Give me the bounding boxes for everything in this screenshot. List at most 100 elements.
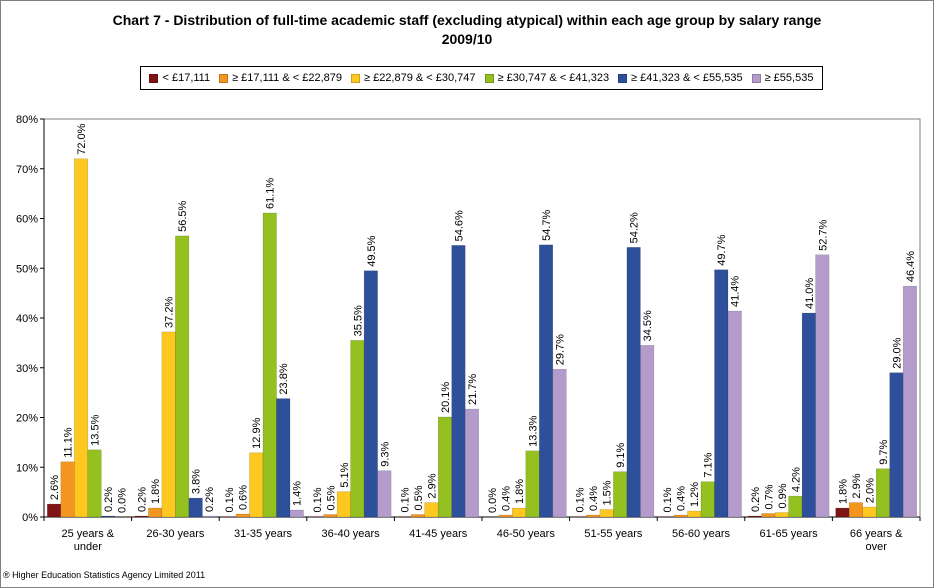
bar: [586, 514, 601, 518]
legend-item-5: ≥ £41,323 & < £55,535: [618, 72, 743, 84]
data-label: 0.1%: [399, 487, 411, 512]
data-label: 0.1%: [312, 487, 324, 512]
bar: [134, 515, 149, 518]
data-label: 5.1%: [339, 462, 351, 487]
data-label: 1.8%: [514, 479, 526, 504]
bar: [235, 513, 250, 518]
data-label: 0.0%: [117, 488, 129, 513]
data-label: 0.7%: [763, 484, 775, 509]
data-label: 21.7%: [467, 374, 479, 405]
data-label: 2.9%: [426, 473, 438, 498]
data-label: 0.1%: [224, 487, 236, 512]
bar: [424, 502, 439, 518]
bar: [60, 461, 75, 518]
data-label: 3.8%: [191, 469, 203, 494]
legend-item-2: ≥ £17,111 & < £22,879: [219, 72, 342, 84]
chart-title-block: Chart 7 - Distribution of full-time acad…: [0, 11, 934, 49]
x-tick-label: 41-45 years: [409, 528, 468, 540]
bar: [727, 310, 742, 518]
x-tick-label: 46-50 years: [497, 528, 556, 540]
bar: [161, 331, 176, 518]
legend-swatch: [751, 73, 761, 83]
x-tick-label: 56-60 years: [672, 528, 731, 540]
data-label: 1.2%: [689, 482, 701, 507]
data-label: 29.7%: [555, 334, 567, 365]
data-label: 1.8%: [150, 479, 162, 504]
data-label: 0.2%: [103, 487, 115, 512]
bar: [815, 254, 830, 518]
bar: [188, 497, 203, 518]
data-label: 0.4%: [501, 486, 513, 511]
data-label: 41.0%: [804, 278, 816, 309]
chart-subtitle: 2009/10: [441, 31, 493, 47]
data-label: 2.9%: [851, 473, 863, 498]
bar: [148, 507, 163, 518]
y-tick-label: 60%: [16, 214, 38, 226]
y-tick-label: 80%: [16, 114, 38, 126]
data-label: 0.4%: [588, 486, 600, 511]
data-label: 41.4%: [730, 276, 742, 307]
x-tick-label: over: [865, 541, 887, 553]
data-label: 49.7%: [716, 234, 728, 265]
bar: [336, 491, 351, 518]
bar: [774, 512, 789, 518]
bar: [626, 247, 641, 518]
x-tick-label: 31-35 years: [234, 528, 293, 540]
bar: [175, 235, 190, 518]
copyright-footer: ® Higher Education Statistics Agency Lim…: [3, 570, 206, 580]
legend-label: ≥ £30,747 & < £41,323: [497, 72, 610, 84]
data-label: 11.1%: [63, 427, 75, 458]
legend-label: < £17,111: [162, 72, 211, 84]
legend-swatch: [219, 73, 229, 83]
bar: [640, 345, 655, 518]
x-tick-label: 66 years &: [850, 528, 903, 540]
bar: [498, 514, 513, 518]
data-label: 23.8%: [278, 363, 290, 394]
x-tick-label: 61-65 years: [760, 528, 819, 540]
data-label: 46.4%: [905, 251, 917, 282]
bar: [464, 408, 479, 518]
x-tick-label: 26-30 years: [146, 528, 205, 540]
data-label: 61.1%: [265, 178, 277, 209]
data-label: 13.3%: [528, 415, 540, 446]
data-label: 29.0%: [891, 337, 903, 368]
bar: [47, 503, 62, 518]
chart-title: Chart 7 - Distribution of full-time acad…: [112, 12, 822, 28]
bar: [599, 509, 614, 518]
bar: [848, 502, 863, 518]
data-label: 9.7%: [878, 439, 890, 464]
data-label: 52.7%: [817, 219, 829, 250]
data-label: 20.1%: [440, 382, 452, 413]
bar: [350, 340, 365, 518]
legend-label: ≥ £17,111 & < £22,879: [232, 72, 342, 84]
data-label: 4.2%: [790, 467, 802, 492]
x-tick-label: 36-40 years: [322, 528, 381, 540]
bar: [74, 158, 89, 518]
bar: [437, 416, 452, 518]
data-label: 35.5%: [352, 305, 364, 336]
bar: [552, 368, 567, 518]
y-tick-label: 20%: [16, 413, 38, 425]
data-label: 13.5%: [90, 414, 102, 445]
bar: [902, 285, 917, 518]
bar: [262, 212, 277, 518]
data-label: 1.4%: [292, 481, 304, 506]
bar: [410, 514, 425, 518]
data-label: 34.5%: [642, 310, 654, 341]
y-tick-label: 0%: [22, 512, 38, 524]
bar: [687, 510, 702, 518]
y-tick-label: 70%: [16, 164, 38, 176]
data-label: 2.0%: [864, 478, 876, 503]
legend-swatch: [484, 73, 494, 83]
data-label: 9.3%: [379, 441, 391, 466]
bar: [451, 245, 466, 518]
bar: [862, 506, 877, 518]
y-tick-label: 10%: [16, 462, 38, 474]
bar: [87, 449, 102, 518]
legend-item-4: ≥ £30,747 & < £41,323: [484, 72, 610, 84]
bar: [801, 312, 816, 518]
y-tick-label: 30%: [16, 363, 38, 375]
data-label: 0.9%: [777, 483, 789, 508]
legend-swatch: [618, 73, 628, 83]
